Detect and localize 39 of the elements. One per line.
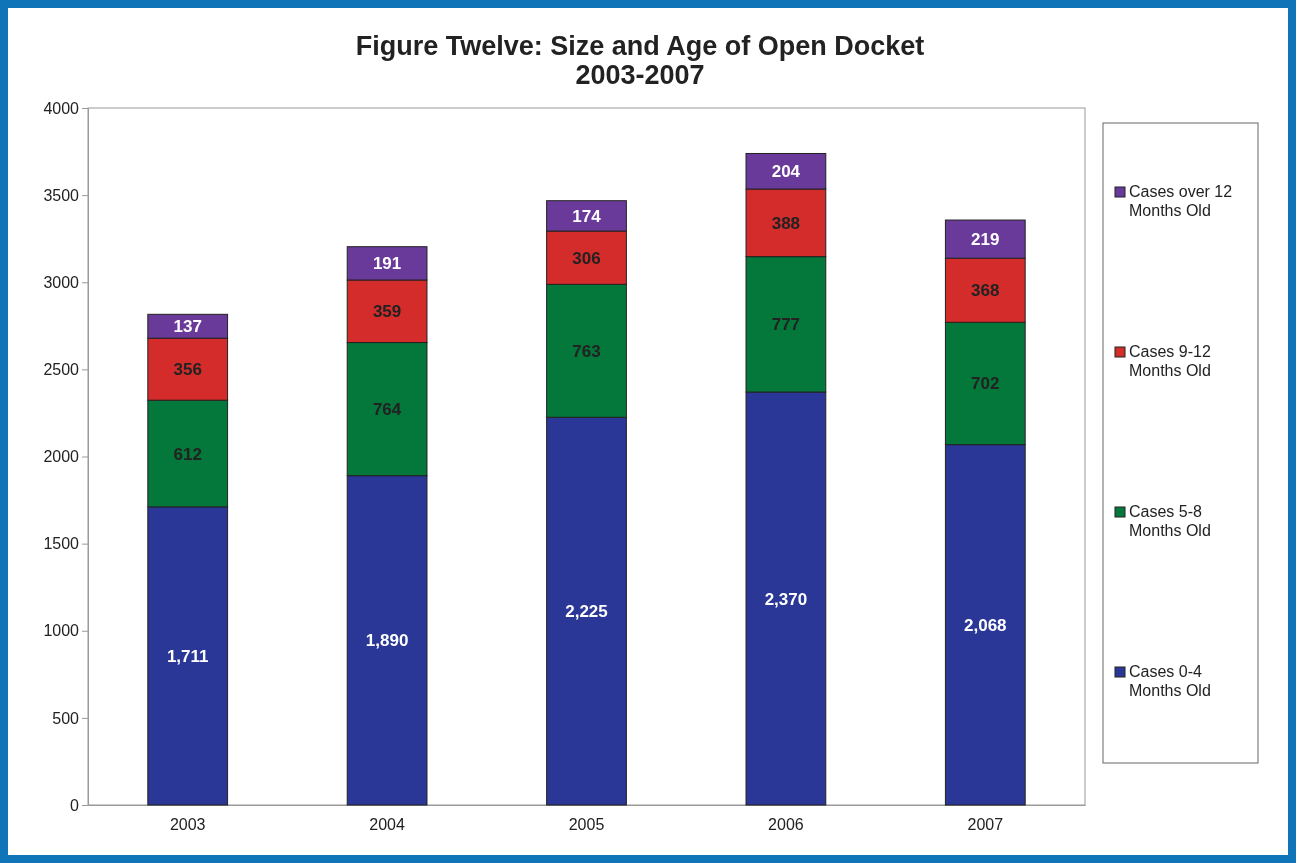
data-label: 204 [771,162,801,182]
legend-label: Cases 5-8 Months Old [1129,503,1211,539]
data-label: 777 [771,315,801,335]
data-label: 174 [572,206,602,226]
legend-label: Cases 0-4 Months Old [1129,663,1211,699]
y-tick-label: 3500 [43,186,80,204]
x-tick-label: 2005 [568,816,605,834]
y-tick-label: 1000 [43,622,80,640]
x-tick-label: 2003 [169,816,206,834]
y-tick-label: 4000 [43,99,80,117]
data-label: 388 [771,213,801,233]
data-label: 368 [971,281,1000,301]
data-label: 306 [572,248,601,268]
data-label: 764 [372,400,402,420]
y-tick-label: 1500 [43,535,80,553]
y-tick-label: 3000 [43,273,80,291]
chart-title: Figure Twelve: Size and Age of Open Docket 2003-2007 [355,31,925,90]
y-tick-label: 2000 [43,448,80,466]
y-tick-label: 0 [70,796,80,814]
data-label: 191 [372,254,402,274]
x-tick-label: 2007 [967,816,1004,834]
y-tick-label: 500 [52,709,80,727]
data-label: 359 [372,302,402,322]
data-label: 356 [173,360,202,380]
data-label: 702 [971,374,1000,394]
data-label: 2,370 [764,589,808,609]
data-label: 2,225 [565,602,608,622]
y-tick-label: 2500 [43,360,80,378]
x-tick-label: 2004 [369,816,405,834]
data-label: 1,711 [166,646,209,666]
data-label: 2,068 [964,615,1007,635]
legend-label: Cases 9-12 Months Old [1129,343,1211,379]
data-label: 219 [971,230,1000,250]
data-label: 137 [173,317,202,337]
x-tick-label: 2006 [768,816,804,834]
legend-label: Cases over 12 Months Old [1129,183,1233,219]
data-label: 612 [173,444,202,464]
data-label: 1,890 [365,631,409,651]
data-label: 763 [572,341,601,361]
